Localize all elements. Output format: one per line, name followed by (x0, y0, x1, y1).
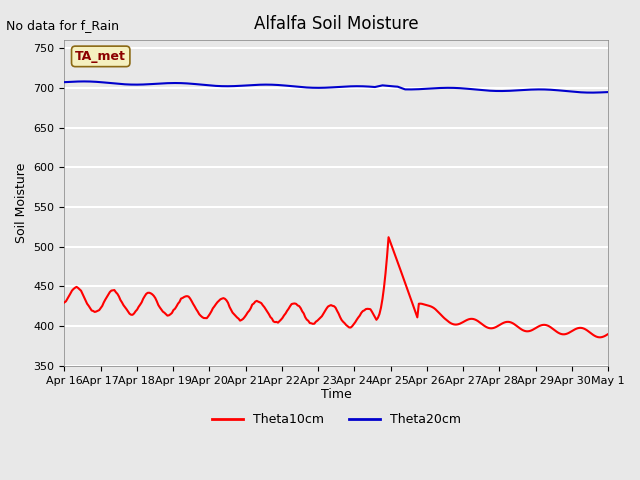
Text: No data for f_Rain: No data for f_Rain (6, 19, 120, 32)
X-axis label: Time: Time (321, 388, 351, 401)
Y-axis label: Soil Moisture: Soil Moisture (15, 163, 28, 243)
Title: Alfalfa Soil Moisture: Alfalfa Soil Moisture (254, 15, 419, 33)
Text: TA_met: TA_met (76, 50, 126, 63)
Legend: Theta10cm, Theta20cm: Theta10cm, Theta20cm (207, 408, 466, 432)
